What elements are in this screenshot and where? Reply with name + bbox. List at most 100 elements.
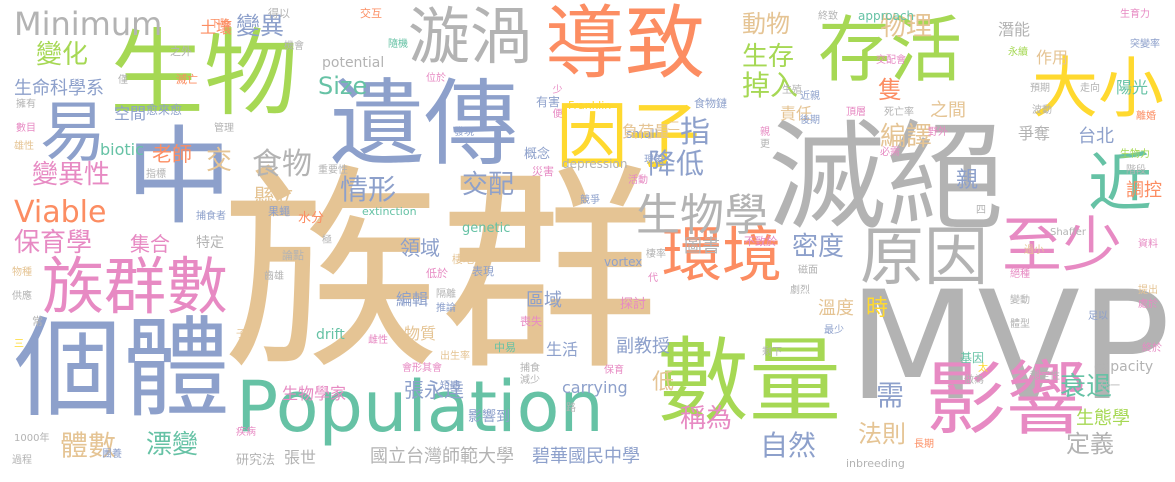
word: 疾病	[236, 427, 256, 438]
word: MVP	[848, 260, 1171, 434]
word: 發現	[454, 127, 474, 138]
word: 喪失	[520, 315, 542, 328]
word: 指	[680, 115, 710, 150]
word: 提出	[1138, 285, 1158, 296]
word: Size	[318, 72, 368, 100]
word: 生活	[546, 340, 579, 359]
word: 少	[550, 84, 561, 94]
word: 位於	[426, 73, 446, 84]
word: 親	[760, 127, 770, 138]
word: 遺傳	[330, 70, 519, 179]
word: 土壤	[200, 18, 233, 37]
word: capacity	[1094, 359, 1154, 375]
word: 長期	[914, 439, 934, 450]
word: 近親	[800, 91, 820, 102]
word: approach	[858, 9, 915, 23]
word: 資料	[1138, 239, 1158, 250]
word: 果蠅	[268, 205, 290, 218]
word: 隻	[878, 76, 902, 104]
word: 調控	[1126, 180, 1162, 201]
word: 數量	[657, 328, 842, 435]
word: 影響到	[468, 409, 510, 425]
word: small	[626, 127, 658, 141]
word: Viable	[14, 195, 107, 230]
word: 張永達	[404, 378, 464, 402]
word: genetic	[462, 221, 511, 236]
word: 圖書	[684, 236, 720, 257]
word: 波動	[1032, 105, 1052, 116]
word: 滅絕	[768, 108, 1005, 246]
word: 親	[956, 168, 979, 193]
word: 碧華國民中學	[532, 446, 640, 467]
word: 最少	[824, 325, 844, 336]
word: Franklin	[568, 99, 612, 112]
word: 離婚	[1136, 111, 1156, 122]
word: 溫度	[818, 298, 854, 319]
word: 代	[648, 273, 658, 284]
word: 處於	[1138, 299, 1158, 310]
word: 負荷量	[622, 122, 671, 141]
word: 棲率	[646, 249, 666, 260]
word: 集合	[130, 232, 170, 256]
word: 副教授	[616, 336, 670, 357]
word: 體數	[60, 429, 117, 462]
word: 縣立	[254, 184, 294, 208]
word: 穩定性	[1030, 371, 1060, 382]
word: 生命科學系	[14, 78, 104, 99]
word: 變動	[1010, 295, 1030, 306]
word: 體型	[1010, 319, 1030, 330]
word: 影響	[926, 353, 1086, 446]
word: 四	[976, 205, 986, 216]
word: Shaffer	[1050, 227, 1086, 238]
word: 物理	[880, 12, 933, 42]
word: 愈來愈	[146, 103, 183, 117]
word: 低	[652, 370, 675, 395]
word: 時	[866, 296, 889, 321]
word: 剩下	[762, 347, 782, 358]
word: 保育	[604, 365, 624, 376]
word: 任一	[1100, 381, 1120, 392]
word: 機會	[284, 41, 304, 52]
word: 現象	[644, 155, 664, 166]
word: 太	[978, 363, 988, 374]
word: 競爭	[580, 195, 600, 206]
word: 下降	[210, 19, 230, 30]
word: 生育力	[1120, 9, 1150, 20]
word: 出生率	[440, 351, 470, 362]
word: 生殖	[782, 85, 802, 96]
word: 重要性	[318, 165, 348, 176]
word: 子代	[236, 329, 256, 340]
word: 張世	[284, 448, 317, 467]
word: 族群	[222, 147, 658, 400]
word: 雌性	[368, 335, 388, 346]
word: 齒雄	[264, 271, 284, 282]
word: 短期	[440, 381, 460, 392]
word: 走向	[1080, 83, 1100, 94]
word: 路	[566, 403, 576, 414]
word: 環境	[662, 221, 782, 291]
word: 國立台灣師範大學	[370, 446, 514, 467]
word: 死亡率	[884, 107, 914, 118]
word: 變異性	[32, 160, 111, 190]
word: 過小	[1024, 245, 1044, 256]
word: 水分	[298, 211, 325, 226]
word: 團養	[102, 449, 122, 460]
word: 掉入	[742, 69, 799, 102]
word: 台北	[1078, 126, 1114, 147]
word: biotic	[100, 140, 144, 159]
word: 足以	[1088, 311, 1108, 322]
word: 會形其會	[402, 363, 442, 374]
word: 減少	[520, 375, 540, 386]
word: 捕食	[520, 363, 540, 374]
word: 生存	[742, 42, 795, 72]
word: 活動	[628, 175, 648, 186]
word: 更	[760, 139, 770, 150]
word: 老師	[152, 142, 192, 166]
word: 自然	[760, 429, 817, 462]
word: 定義	[1066, 430, 1114, 458]
word: 稱為	[680, 404, 733, 434]
word: 陽光	[1116, 78, 1149, 97]
word: 表現	[472, 265, 494, 278]
word: Population	[236, 366, 604, 448]
